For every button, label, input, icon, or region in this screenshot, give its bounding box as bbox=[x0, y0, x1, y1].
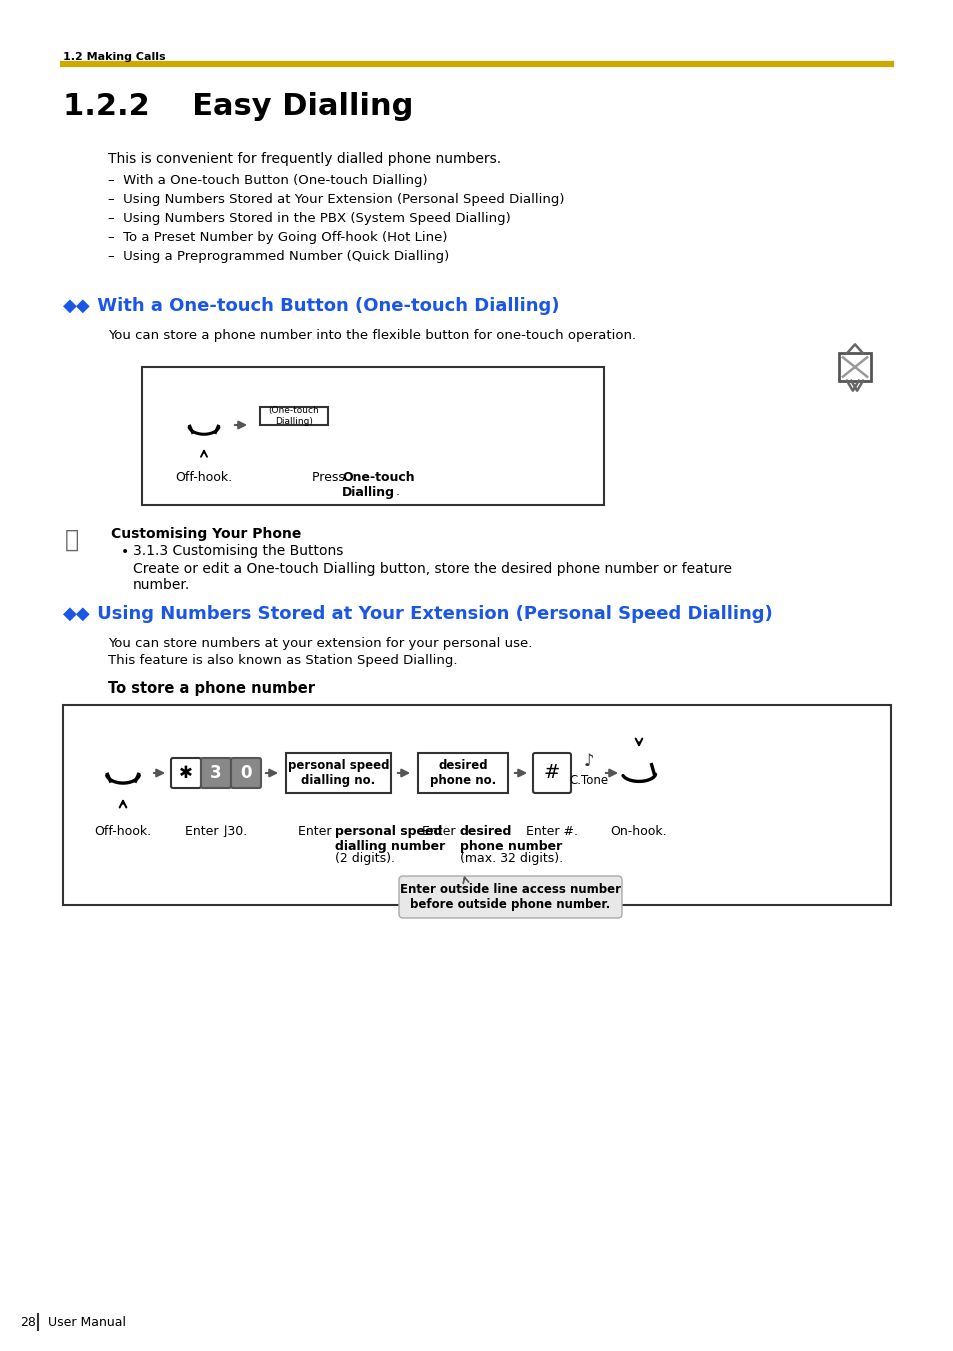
Text: Using Numbers Stored at Your Extension (Personal Speed Dialling): Using Numbers Stored at Your Extension (… bbox=[91, 605, 772, 623]
Bar bbox=[286, 753, 391, 793]
Text: 28: 28 bbox=[20, 1316, 36, 1328]
Text: This is convenient for frequently dialled phone numbers.: This is convenient for frequently dialle… bbox=[108, 153, 500, 166]
Text: Off-hook.: Off-hook. bbox=[94, 825, 152, 838]
FancyBboxPatch shape bbox=[398, 875, 621, 917]
Text: You can store a phone number into the flexible button for one-touch operation.: You can store a phone number into the fl… bbox=[108, 330, 636, 342]
Text: 👉: 👉 bbox=[65, 528, 79, 553]
Text: One-touch
Dialling: One-touch Dialling bbox=[341, 471, 415, 499]
FancyBboxPatch shape bbox=[171, 758, 201, 788]
Text: 1.2 Making Calls: 1.2 Making Calls bbox=[63, 51, 166, 62]
Text: 3.1.3 Customising the Buttons: 3.1.3 Customising the Buttons bbox=[132, 544, 343, 558]
Text: Enter: Enter bbox=[422, 825, 459, 838]
Text: number.: number. bbox=[132, 578, 190, 592]
Text: desired
phone number: desired phone number bbox=[459, 825, 561, 852]
Bar bbox=[260, 407, 328, 426]
Text: 0: 0 bbox=[240, 765, 252, 782]
Bar bbox=[142, 367, 603, 505]
Text: Enter outside line access number
before outside phone number.: Enter outside line access number before … bbox=[399, 884, 620, 911]
Text: desired
phone no.: desired phone no. bbox=[430, 759, 496, 788]
Text: ◆◆: ◆◆ bbox=[63, 297, 91, 315]
Text: –  Using a Preprogrammed Number (Quick Dialling): – Using a Preprogrammed Number (Quick Di… bbox=[108, 250, 449, 263]
Bar bbox=[63, 705, 890, 905]
Text: #: # bbox=[543, 763, 559, 782]
Text: –  To a Preset Number by Going Off-hook (Hot Line): – To a Preset Number by Going Off-hook (… bbox=[108, 231, 447, 245]
Text: Enter ⌋30.: Enter ⌋30. bbox=[185, 825, 247, 838]
Text: ♪: ♪ bbox=[583, 753, 594, 770]
FancyBboxPatch shape bbox=[201, 758, 231, 788]
Text: PT/PS: PT/PS bbox=[153, 370, 202, 385]
Text: –  Using Numbers Stored at Your Extension (Personal Speed Dialling): – Using Numbers Stored at Your Extension… bbox=[108, 193, 564, 205]
Text: •: • bbox=[121, 544, 129, 559]
Bar bbox=[63, 705, 151, 727]
Text: personal speed
dialling number: personal speed dialling number bbox=[335, 825, 445, 852]
Text: C.Tone: C.Tone bbox=[569, 774, 608, 788]
Bar bbox=[417, 753, 507, 793]
Bar bbox=[142, 367, 213, 389]
Text: (One-touch
Dialling): (One-touch Dialling) bbox=[269, 407, 319, 426]
Text: Enter: Enter bbox=[297, 825, 335, 838]
Text: 3: 3 bbox=[210, 765, 222, 782]
FancyBboxPatch shape bbox=[533, 753, 571, 793]
Text: ✱: ✱ bbox=[179, 765, 193, 782]
Text: (max. 32 digits).: (max. 32 digits). bbox=[459, 852, 562, 865]
Text: Customising Your Phone: Customising Your Phone bbox=[111, 527, 301, 540]
Text: You can store numbers at your extension for your personal use.: You can store numbers at your extension … bbox=[108, 638, 532, 650]
Text: User Manual: User Manual bbox=[48, 1316, 126, 1328]
Text: Enter #.: Enter #. bbox=[525, 825, 578, 838]
Text: Create or edit a One-touch Dialling button, store the desired phone number or fe: Create or edit a One-touch Dialling butt… bbox=[132, 562, 731, 576]
FancyBboxPatch shape bbox=[231, 758, 261, 788]
Text: 1.2.2    Easy Dialling: 1.2.2 Easy Dialling bbox=[63, 92, 413, 122]
Text: –  Using Numbers Stored in the PBX (System Speed Dialling): – Using Numbers Stored in the PBX (Syste… bbox=[108, 212, 510, 226]
Text: With a One-touch Button (One-touch Dialling): With a One-touch Button (One-touch Diall… bbox=[91, 297, 558, 315]
Bar bbox=[838, 354, 870, 381]
Text: –  With a One-touch Button (One-touch Dialling): – With a One-touch Button (One-touch Dia… bbox=[108, 174, 427, 186]
Text: personal speed
dialling no.: personal speed dialling no. bbox=[288, 759, 389, 788]
Text: .: . bbox=[395, 485, 399, 499]
Text: On-hook.: On-hook. bbox=[610, 825, 666, 838]
Text: (2 digits).: (2 digits). bbox=[335, 852, 395, 865]
Text: To store a phone number: To store a phone number bbox=[108, 681, 314, 696]
Text: This feature is also known as Station Speed Dialling.: This feature is also known as Station Sp… bbox=[108, 654, 457, 667]
Text: Off-hook.: Off-hook. bbox=[175, 471, 233, 484]
Text: ◆◆: ◆◆ bbox=[63, 605, 91, 623]
Text: Press: Press bbox=[312, 471, 349, 484]
Text: PT/SLT: PT/SLT bbox=[79, 708, 134, 724]
